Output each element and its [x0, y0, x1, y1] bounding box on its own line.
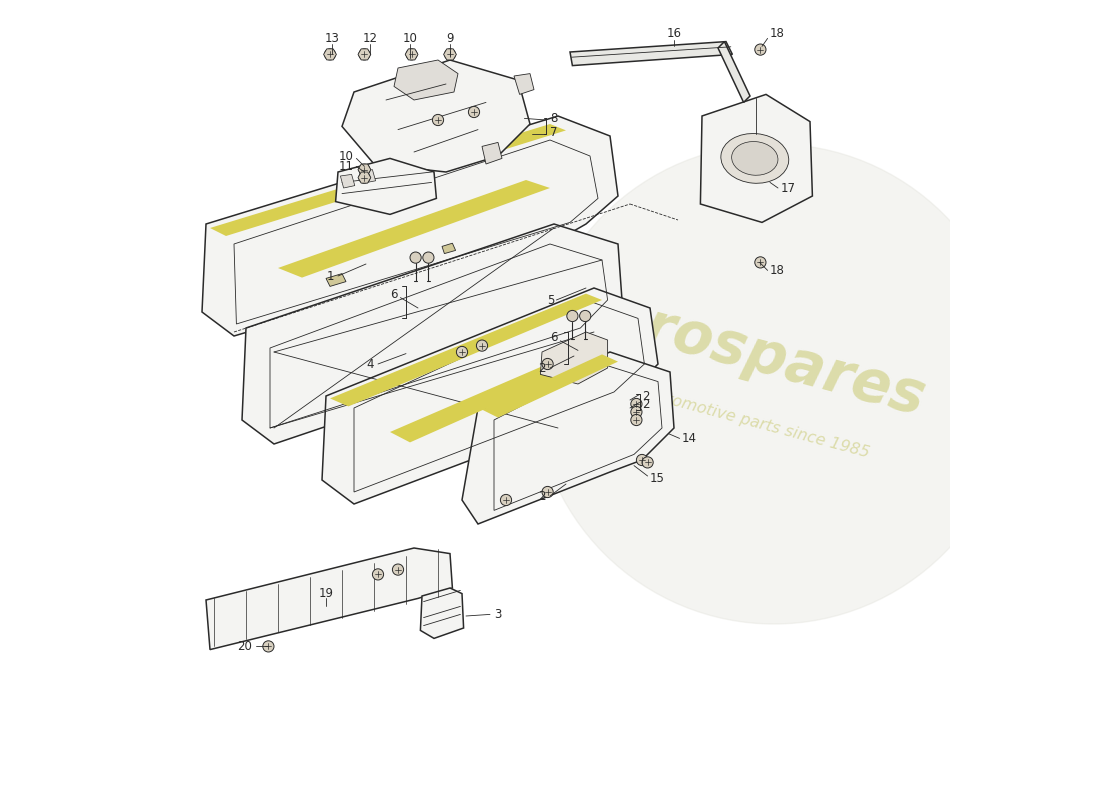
Text: 3: 3 — [494, 608, 502, 621]
Circle shape — [359, 49, 370, 60]
Text: 7: 7 — [550, 126, 558, 138]
Polygon shape — [336, 158, 437, 214]
Polygon shape — [323, 49, 337, 60]
Circle shape — [410, 252, 421, 263]
Circle shape — [373, 569, 384, 580]
Polygon shape — [278, 180, 550, 278]
Circle shape — [630, 398, 642, 410]
Polygon shape — [342, 60, 530, 172]
Polygon shape — [358, 164, 371, 175]
Polygon shape — [570, 42, 733, 66]
Polygon shape — [405, 49, 418, 60]
Circle shape — [500, 494, 512, 506]
Text: 1: 1 — [327, 270, 334, 282]
Polygon shape — [358, 172, 371, 183]
Circle shape — [324, 49, 336, 60]
Circle shape — [630, 414, 642, 426]
Text: 10: 10 — [339, 150, 354, 163]
Circle shape — [566, 310, 578, 322]
Text: 17: 17 — [780, 182, 795, 194]
Text: 18: 18 — [770, 264, 785, 277]
Polygon shape — [420, 588, 463, 638]
Text: 19: 19 — [319, 587, 333, 600]
Circle shape — [542, 486, 553, 498]
Circle shape — [755, 257, 766, 268]
Polygon shape — [482, 142, 502, 164]
Polygon shape — [360, 170, 375, 183]
Polygon shape — [718, 42, 750, 102]
Polygon shape — [482, 354, 618, 418]
Polygon shape — [394, 60, 458, 100]
Circle shape — [755, 44, 766, 55]
Circle shape — [642, 457, 653, 468]
Polygon shape — [206, 548, 452, 650]
Ellipse shape — [720, 134, 789, 183]
Text: 2: 2 — [642, 398, 649, 410]
Polygon shape — [443, 49, 456, 60]
Text: 15: 15 — [650, 472, 664, 485]
Circle shape — [630, 406, 642, 418]
Circle shape — [456, 346, 468, 358]
Circle shape — [393, 564, 404, 575]
Circle shape — [359, 164, 370, 175]
Text: automotive parts since 1985: automotive parts since 1985 — [645, 387, 871, 461]
Polygon shape — [242, 224, 622, 444]
Text: 2: 2 — [642, 390, 649, 402]
Text: 6: 6 — [550, 331, 558, 344]
Polygon shape — [326, 274, 346, 286]
Polygon shape — [442, 243, 455, 254]
Text: 12: 12 — [363, 32, 377, 45]
Circle shape — [359, 172, 370, 183]
Polygon shape — [462, 352, 674, 524]
Circle shape — [406, 49, 417, 60]
Text: 8: 8 — [550, 112, 558, 125]
Polygon shape — [514, 74, 534, 94]
Text: 14: 14 — [682, 432, 697, 445]
Polygon shape — [202, 116, 618, 336]
Polygon shape — [322, 288, 658, 504]
Polygon shape — [210, 124, 566, 236]
Circle shape — [580, 310, 591, 322]
Text: eurospares: eurospares — [560, 277, 932, 427]
Text: 13: 13 — [324, 32, 340, 45]
Polygon shape — [330, 294, 602, 406]
Circle shape — [263, 641, 274, 652]
Text: 6: 6 — [390, 288, 398, 301]
Circle shape — [444, 49, 455, 60]
Text: 2: 2 — [539, 362, 546, 374]
Text: 18: 18 — [770, 27, 785, 40]
Circle shape — [637, 454, 648, 466]
Text: 5: 5 — [547, 294, 554, 306]
Circle shape — [469, 106, 480, 118]
Polygon shape — [701, 94, 813, 222]
Text: 20: 20 — [238, 640, 252, 653]
Circle shape — [542, 358, 553, 370]
Ellipse shape — [732, 142, 778, 175]
Text: 16: 16 — [667, 27, 682, 40]
Text: 2: 2 — [539, 490, 546, 502]
Circle shape — [432, 114, 443, 126]
Polygon shape — [390, 356, 586, 442]
Text: 11: 11 — [339, 160, 354, 173]
Circle shape — [476, 340, 487, 351]
Polygon shape — [358, 49, 371, 60]
Text: 4: 4 — [366, 358, 374, 370]
Polygon shape — [540, 332, 607, 384]
Polygon shape — [340, 174, 355, 188]
Text: 9: 9 — [447, 32, 453, 45]
Circle shape — [422, 252, 435, 263]
Circle shape — [534, 144, 1014, 624]
Text: 10: 10 — [403, 32, 417, 45]
